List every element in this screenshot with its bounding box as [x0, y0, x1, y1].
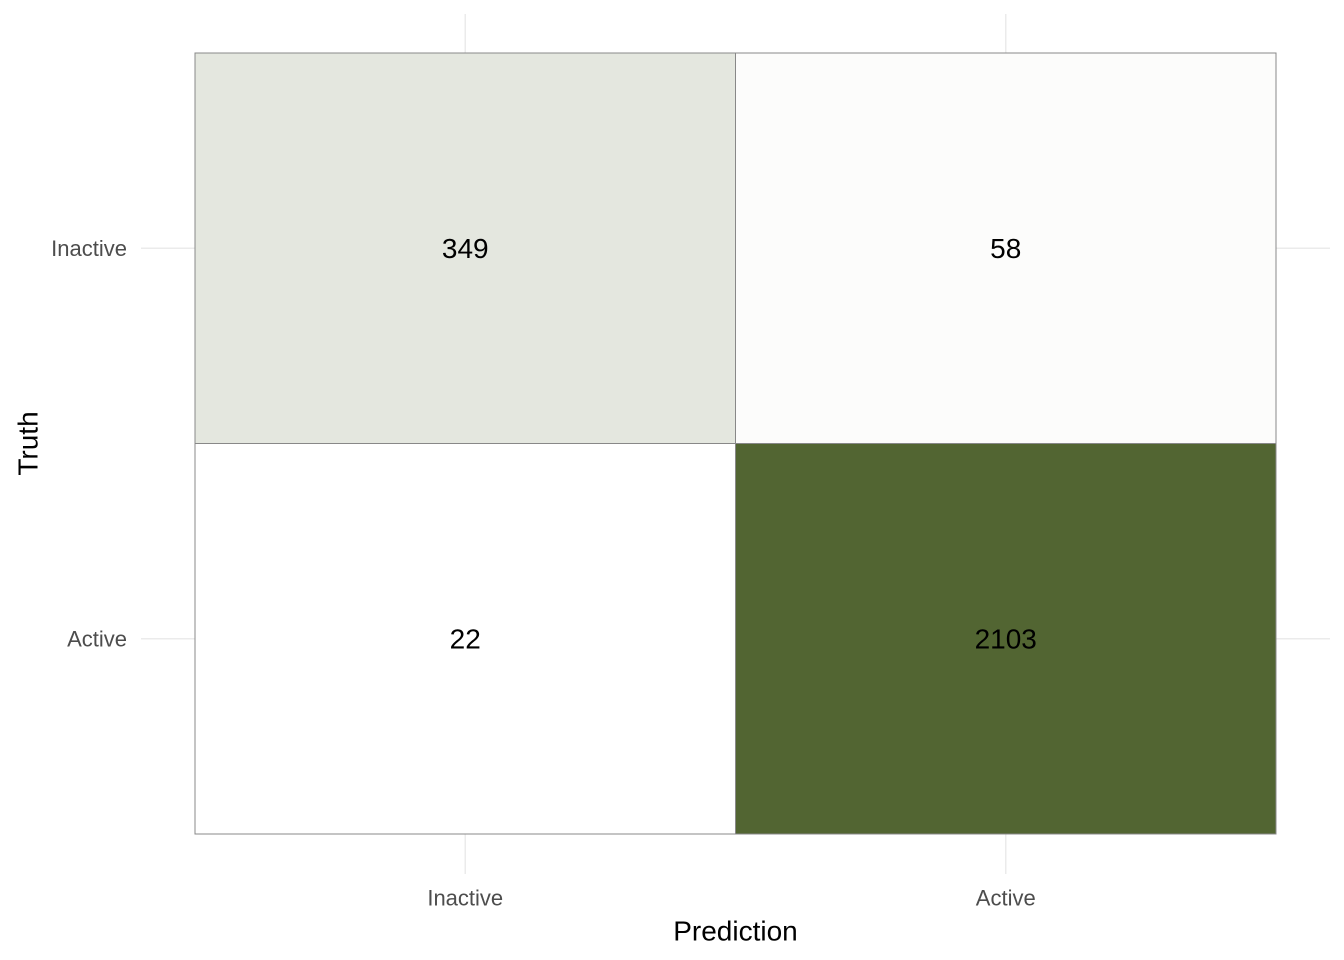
heatmap-cell: [194, 52, 736, 444]
y-tick-label: Inactive: [51, 236, 127, 261]
x-tick-label: Inactive: [427, 886, 503, 911]
heatmap-cell: [194, 443, 736, 835]
x-axis-tick-labels: Inactive Active: [427, 886, 1035, 911]
cell-value-label: 22: [450, 623, 481, 654]
heatmap-cell: [735, 443, 1277, 835]
cell-value-labels: 349 58 22 2103: [442, 233, 1037, 655]
y-axis-tick-labels: Inactive Active: [51, 236, 127, 652]
y-axis-title: Truth: [13, 411, 44, 475]
x-tick-label: Active: [976, 886, 1036, 911]
heatmap-cells: [194, 52, 1277, 835]
cell-value-label: 2103: [975, 623, 1037, 654]
y-tick-label: Active: [67, 626, 127, 651]
cell-value-label: 58: [990, 233, 1021, 264]
x-axis-title: Prediction: [673, 916, 798, 947]
cell-value-label: 349: [442, 233, 489, 264]
